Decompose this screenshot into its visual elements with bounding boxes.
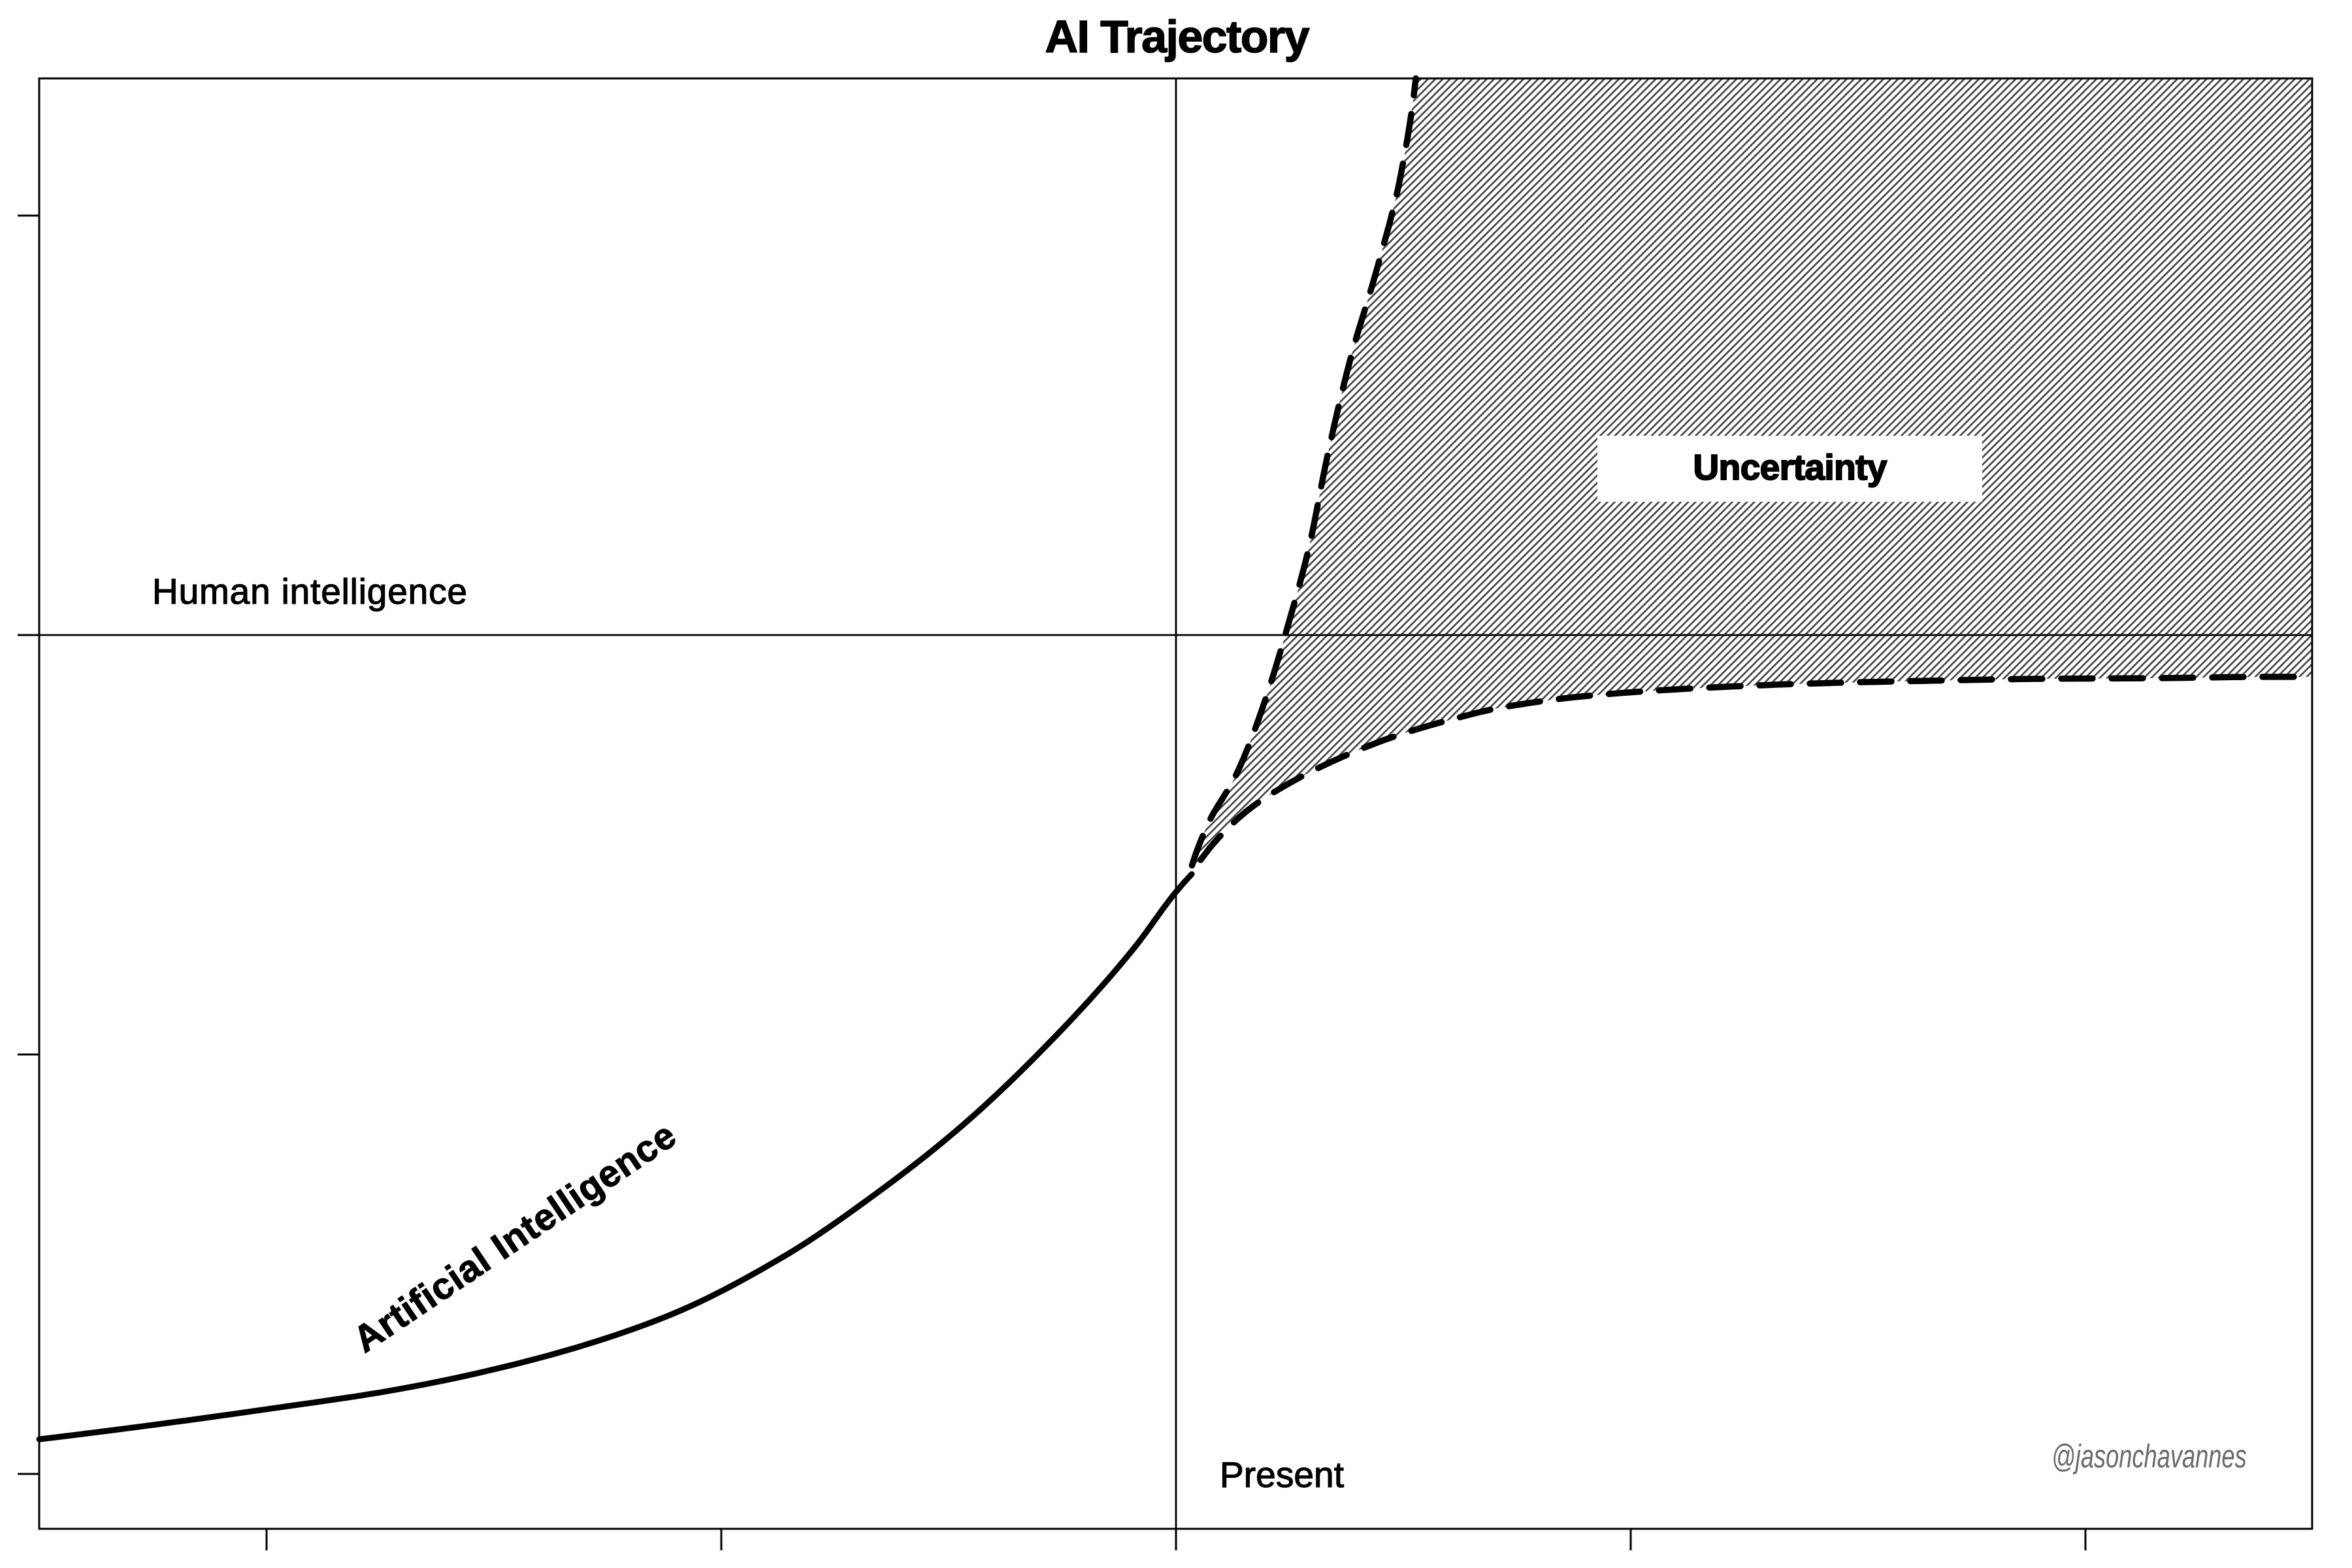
svg-text:@jasonchavannes: @jasonchavannes <box>2051 1438 2247 1475</box>
svg-text:AI Trajectory: AI Trajectory <box>1045 11 1310 62</box>
svg-text:Human intelligence: Human intelligence <box>152 571 467 612</box>
svg-text:Present: Present <box>1220 1454 1344 1495</box>
svg-text:Uncertainty: Uncertainty <box>1693 447 1887 487</box>
